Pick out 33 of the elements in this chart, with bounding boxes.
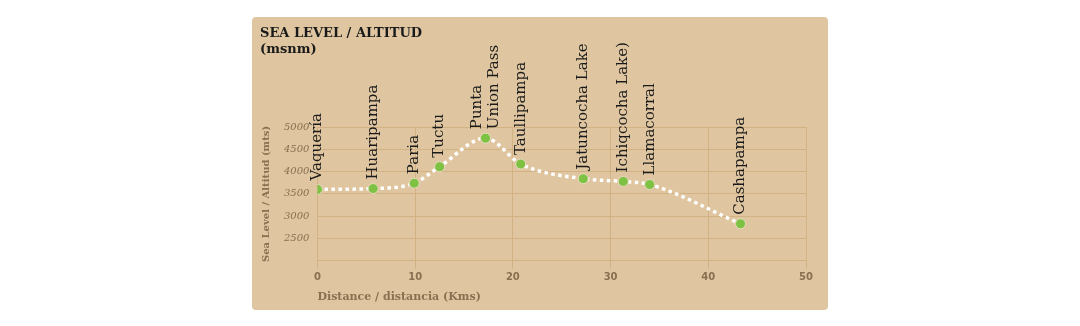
annotation: Huaripampa xyxy=(363,84,382,180)
y-tick-label: 3000 xyxy=(284,209,311,221)
point xyxy=(617,175,629,187)
point xyxy=(515,158,527,170)
y-axis-title: Sea Level / Altitud (mts) xyxy=(259,125,271,262)
annotation: Tuctu xyxy=(429,113,448,158)
annotation: Llamacorral xyxy=(639,82,658,176)
annotation: Jatuncocha Lake xyxy=(573,43,592,172)
point xyxy=(735,218,747,230)
annotation: Taullipampa xyxy=(510,61,529,156)
point xyxy=(408,177,420,189)
chart-subtitle: (msnm) xyxy=(260,41,318,57)
point xyxy=(480,132,492,144)
annotation: Ichiqcocha Lake) xyxy=(613,42,632,173)
x-tick-label: 10 xyxy=(408,271,423,283)
y-tick-label: 3500 xyxy=(284,187,311,199)
annotation: Cashapampa xyxy=(730,116,749,215)
x-tick-label: 40 xyxy=(701,271,716,283)
x-tick-label: 0 xyxy=(313,271,321,283)
chart-title: SEA LEVEL / ALTITUD xyxy=(260,25,423,41)
y-tick-label: 4000 xyxy=(283,165,311,177)
point xyxy=(644,179,656,191)
y-tick-label: 4500 xyxy=(283,142,311,154)
annotation: Punta Union Pass xyxy=(466,44,502,130)
x-tick-label: 30 xyxy=(603,271,618,283)
point xyxy=(577,173,589,185)
point xyxy=(434,161,446,173)
x-axis-title: Distance / distancia (Kms) xyxy=(317,290,481,304)
x-tick-label: 20 xyxy=(505,271,520,283)
y-tick-label: 2500 xyxy=(283,232,311,244)
x-tick-label: 50 xyxy=(799,271,813,283)
annotation: Paria xyxy=(404,134,423,175)
point xyxy=(367,183,379,195)
